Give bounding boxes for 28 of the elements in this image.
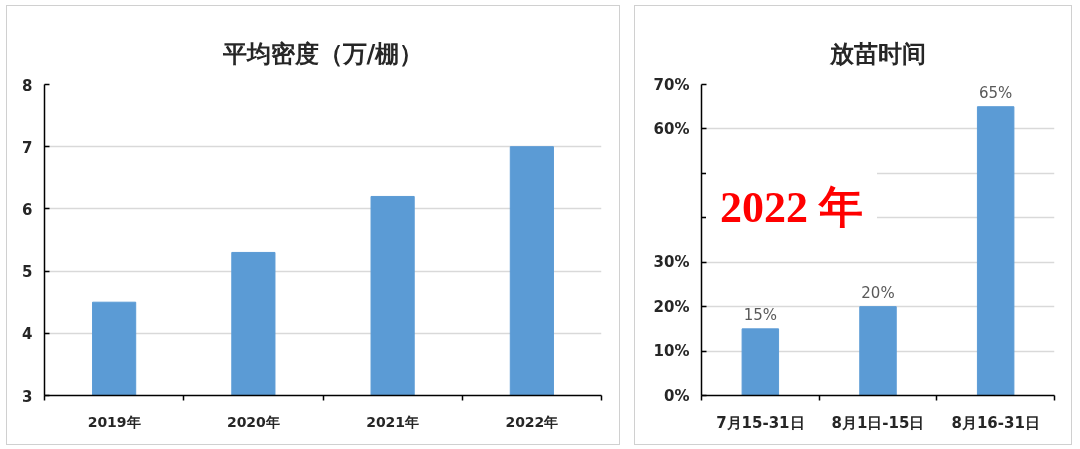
data-label: 20% xyxy=(861,283,895,302)
chart-title: 放苗时间 xyxy=(829,39,926,68)
chart-title: 平均密度（万/棚） xyxy=(221,39,424,68)
data-label: 65% xyxy=(979,83,1013,102)
x-tick-label: 8月1日-15日 xyxy=(831,413,925,432)
y-tick-label: 30% xyxy=(653,253,690,272)
y-tick-label: 6 xyxy=(22,200,33,219)
x-tick-label: 2022年 xyxy=(505,413,559,430)
x-tick-label: 2021年 xyxy=(366,413,420,430)
y-tick-label: 20% xyxy=(653,297,690,316)
bar xyxy=(741,328,780,396)
annotation: 2022 年 xyxy=(720,182,864,232)
y-tick-label: 7 xyxy=(22,138,33,157)
bar xyxy=(859,306,897,396)
y-tick-label: 3 xyxy=(22,387,33,406)
y-tick-label: 5 xyxy=(22,263,33,282)
y-tick-label: 60% xyxy=(653,119,690,138)
y-tick-label: 10% xyxy=(653,342,690,361)
x-tick-label: 8月16-31日 xyxy=(951,413,1040,432)
bar xyxy=(976,106,1015,396)
y-tick-label: 70% xyxy=(653,75,690,94)
y-tick-label: 0% xyxy=(664,386,690,405)
y-tick-label: 4 xyxy=(22,325,33,344)
data-label: 15% xyxy=(743,305,778,324)
x-tick-label: 2019年 xyxy=(87,413,141,430)
x-tick-label: 2020年 xyxy=(226,413,280,430)
y-tick-label: 8 xyxy=(22,76,33,95)
x-tick-label: 7月15-31日 xyxy=(716,413,805,432)
